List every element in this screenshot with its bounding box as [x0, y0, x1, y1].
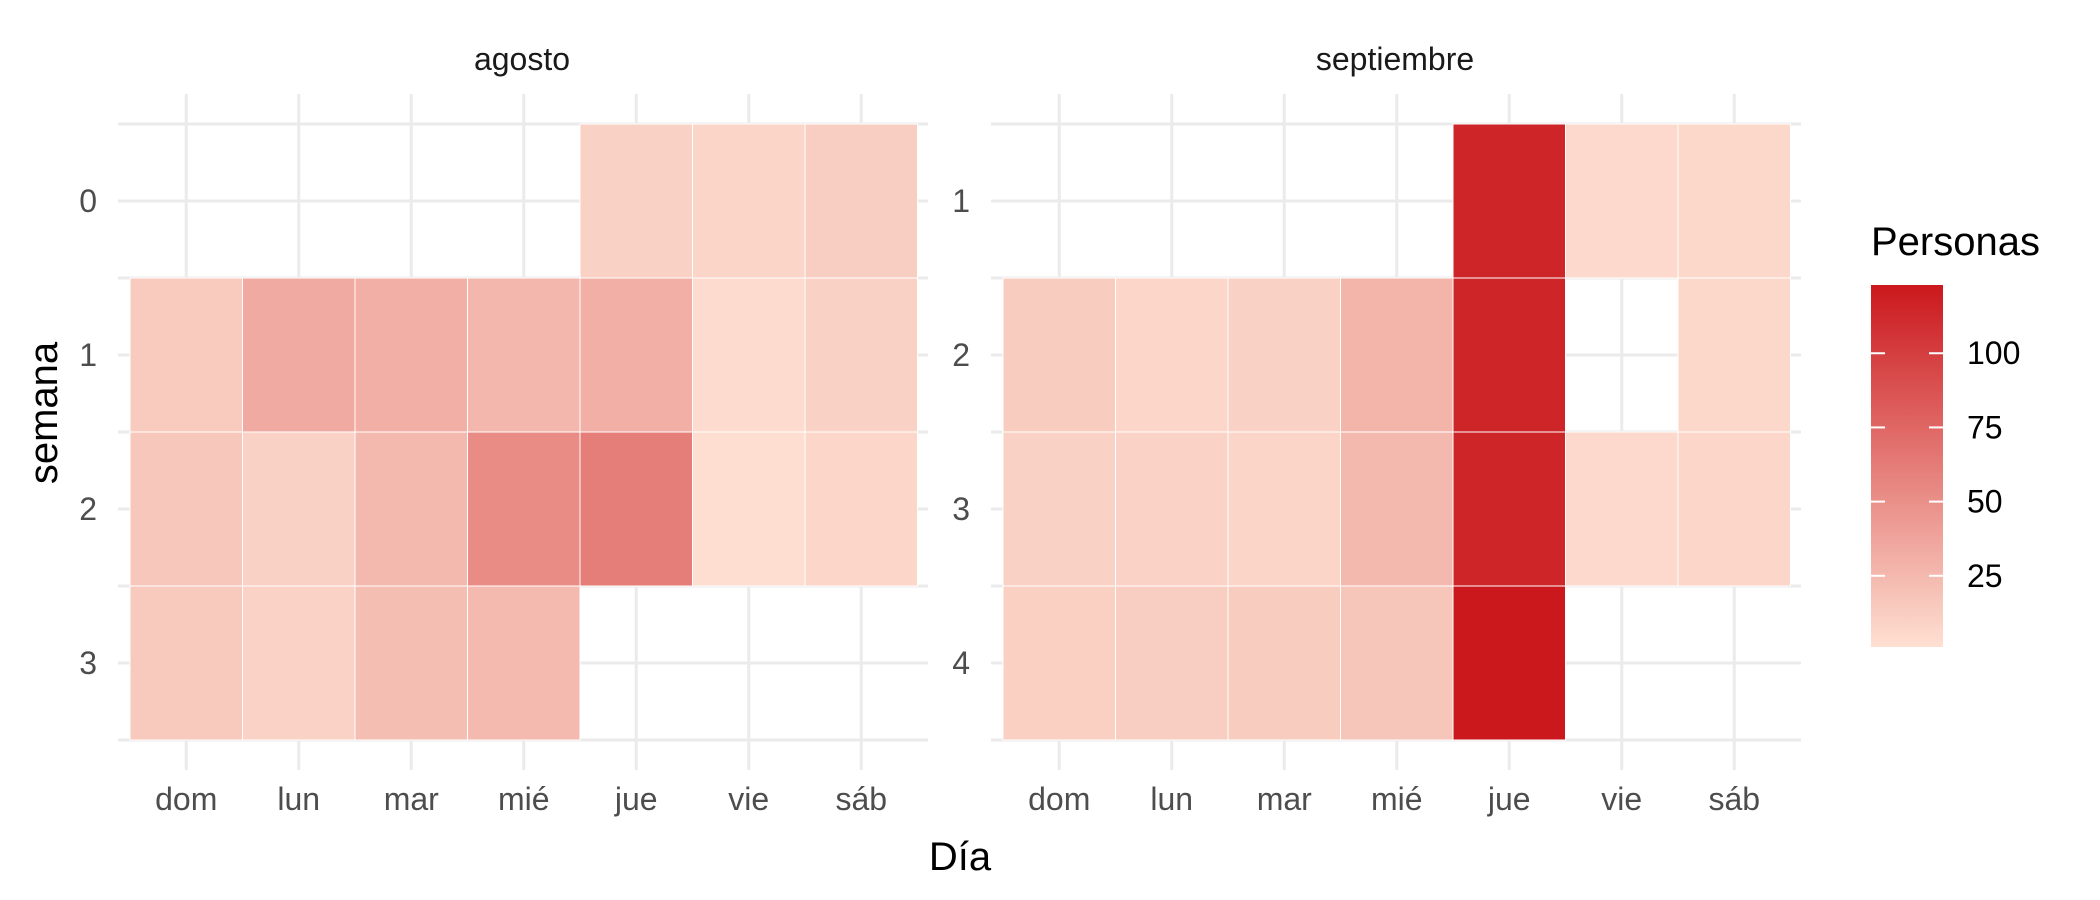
heatmap-cell	[1677, 431, 1791, 587]
heatmap-cell	[1340, 585, 1454, 741]
x-tick-label: lun	[277, 781, 320, 817]
x-tick-label: mié	[1371, 781, 1423, 817]
heatmap-cell	[579, 277, 693, 433]
heatmap-cell	[242, 585, 356, 741]
heatmap-cell	[1452, 585, 1566, 741]
heatmap-cell	[579, 123, 693, 279]
x-tick-label: lun	[1150, 781, 1193, 817]
heatmap-cell	[129, 585, 243, 741]
panel-septiembre: septiembre 1 2 3 4 dom lun mar mié jue vie sáb	[952, 41, 1801, 817]
heatmap-cell	[804, 123, 918, 279]
heatmap-cell	[1677, 123, 1791, 279]
heatmap-cell	[804, 431, 918, 587]
heatmap-cell	[1452, 123, 1566, 279]
heatmap-cell	[354, 431, 468, 587]
y-tick-labels: 0 1 2 3	[79, 183, 97, 681]
x-tick-label: dom	[155, 781, 217, 817]
heatmap-cell	[579, 431, 693, 587]
legend-ticks: 25 50 75 100	[1871, 335, 2020, 594]
heatmap-cell	[1002, 277, 1116, 433]
legend-colorbar	[1871, 285, 1943, 647]
heatmap-cell	[1565, 431, 1679, 587]
x-tick-label: sáb	[835, 781, 887, 817]
heatmap-cell	[467, 431, 581, 587]
x-tick-labels: dom lun mar mié jue vie sáb	[155, 781, 887, 817]
x-tick-label: sáb	[1708, 781, 1760, 817]
heatmap-cell	[1115, 431, 1229, 587]
x-tick-label: mar	[1257, 781, 1312, 817]
heatmap-cell	[692, 431, 806, 587]
heatmap-cell	[1227, 431, 1341, 587]
y-axis-title: semana	[22, 341, 66, 484]
heatmap-cell	[242, 431, 356, 587]
x-tick-label: dom	[1028, 781, 1090, 817]
y-tick-label: 2	[952, 337, 970, 373]
x-tick-label: mié	[498, 781, 550, 817]
heatmap-cell	[1565, 123, 1679, 279]
heatmap-cell	[242, 277, 356, 433]
legend-tick-label: 75	[1967, 409, 2003, 445]
heatmap-cell	[1002, 585, 1116, 741]
heatmap-cell	[129, 277, 243, 433]
heatmap-cell	[1002, 431, 1116, 587]
x-tick-label: vie	[1601, 781, 1642, 817]
heatmap-cell	[1452, 431, 1566, 587]
heatmap-cell	[467, 277, 581, 433]
heatmap-cell	[1452, 277, 1566, 433]
heatmap-cell	[1677, 277, 1791, 433]
y-tick-label: 3	[952, 491, 970, 527]
y-tick-label: 2	[79, 491, 97, 527]
y-tick-label: 1	[79, 337, 97, 373]
heatmap-cell	[354, 277, 468, 433]
heatmap-cell	[1340, 277, 1454, 433]
y-tick-labels: 1 2 3 4	[952, 183, 970, 681]
heatmap-cell	[129, 431, 243, 587]
x-tick-label: mar	[384, 781, 439, 817]
heatmap-cell	[354, 585, 468, 741]
heatmap-cell	[1115, 585, 1229, 741]
panel-title-agosto: agosto	[474, 41, 570, 77]
legend-tick-label: 100	[1967, 335, 2020, 371]
heatmap-cell	[467, 585, 581, 741]
x-tick-label: jue	[1487, 781, 1531, 817]
x-tick-labels: dom lun mar mié jue vie sáb	[1028, 781, 1760, 817]
legend-tick-label: 50	[1967, 484, 2003, 520]
legend: Personas 25 50 75 100	[1871, 220, 2040, 647]
heatmap-cell	[1340, 431, 1454, 587]
panel-cells	[129, 123, 918, 741]
x-tick-label: jue	[614, 781, 658, 817]
y-tick-label: 3	[79, 645, 97, 681]
panel-title-septiembre: septiembre	[1316, 41, 1474, 77]
heatmap-cell	[1115, 277, 1229, 433]
legend-tick-label: 25	[1967, 558, 2003, 594]
heatmap-cell	[692, 123, 806, 279]
x-tick-label: vie	[728, 781, 769, 817]
heatmap-cell	[804, 277, 918, 433]
legend-title: Personas	[1871, 220, 2040, 264]
panel-agosto: agosto 0 1 2 3 dom lun mar mié jue vie sáb	[79, 41, 928, 817]
heatmap-cell	[1227, 585, 1341, 741]
panel-cells	[1002, 123, 1791, 741]
y-tick-label: 1	[952, 183, 970, 219]
heatmap-cell	[1227, 277, 1341, 433]
y-tick-label: 0	[79, 183, 97, 219]
heatmap-cell	[692, 277, 806, 433]
y-tick-label: 4	[952, 645, 970, 681]
x-axis-title: Día	[929, 835, 992, 879]
